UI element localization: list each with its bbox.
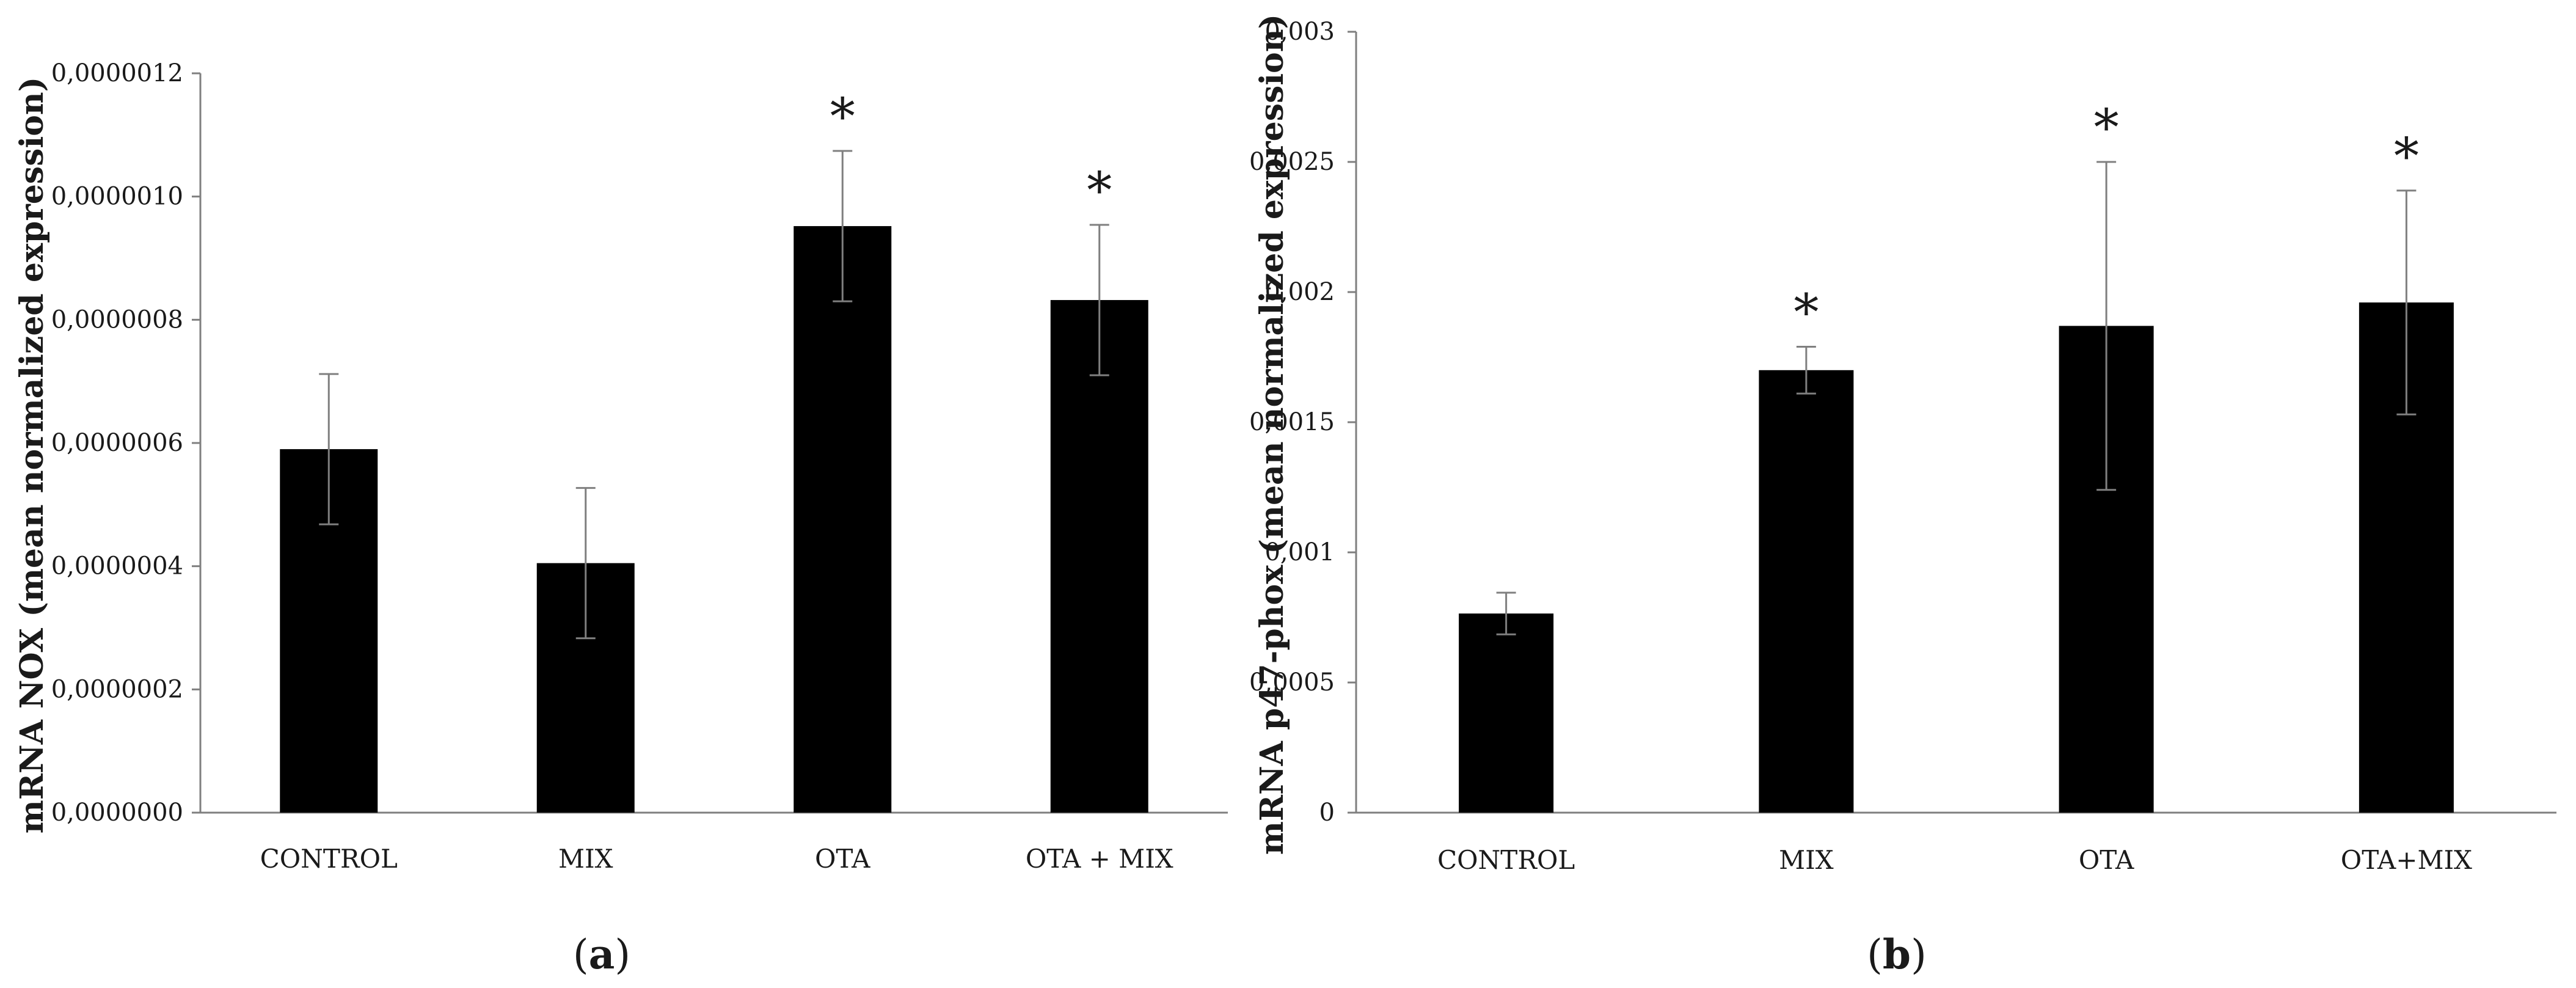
category-label: CONTROL	[260, 844, 398, 874]
category-label: OTA	[815, 844, 870, 874]
y-tick-label: 0,0000010	[51, 183, 183, 211]
y-axis-title: mRNA p47-phox (mean normalized expressio…	[1253, 14, 1291, 855]
bar	[1459, 613, 1554, 813]
y-tick-label: 0,001	[1264, 538, 1335, 566]
y-tick-label: 0	[1319, 799, 1335, 827]
y-tick-label: 0,0000002	[51, 675, 183, 703]
y-tick-label: 0,0000000	[51, 799, 183, 827]
y-tick-label: 0,0000004	[51, 552, 183, 580]
category-label: OTA+MIX	[2341, 845, 2472, 875]
category-label: MIX	[558, 844, 613, 874]
significance-marker: *	[1793, 284, 1819, 342]
y-tick-label: 0,0025	[1249, 148, 1335, 176]
y-tick-label: 0,0000006	[51, 429, 183, 457]
y-tick-label: 0,0005	[1249, 668, 1335, 697]
chart-panel-a: 0,0000000 0,0000002 0,0000004 0,0000006 0,00…	[13, 59, 1228, 874]
significance-marker: *	[2094, 99, 2119, 157]
bar	[794, 226, 892, 813]
y-tick-label: 0,003	[1264, 18, 1335, 46]
category-label: CONTROL	[1437, 845, 1575, 875]
bar	[1759, 370, 1854, 813]
y-axis-title: mRNA NOX (mean normalized expression)	[13, 77, 51, 833]
y-tick-label: 0,0015	[1249, 408, 1335, 436]
category-label: OTA	[2079, 845, 2134, 875]
panel-a-label: (a)	[573, 931, 630, 978]
y-tick-label: 0,002	[1264, 278, 1335, 306]
significance-marker: *	[2394, 128, 2419, 186]
y-tick-label: 0,0000012	[51, 59, 183, 87]
category-label: OTA + MIX	[1026, 844, 1173, 874]
bar	[1050, 300, 1148, 813]
category-label: MIX	[1779, 845, 1834, 875]
significance-marker: *	[1087, 162, 1112, 220]
significance-marker: *	[830, 88, 855, 146]
y-tick-label: 0,0000008	[51, 306, 183, 334]
panel-b-label: (b)	[1867, 931, 1927, 978]
